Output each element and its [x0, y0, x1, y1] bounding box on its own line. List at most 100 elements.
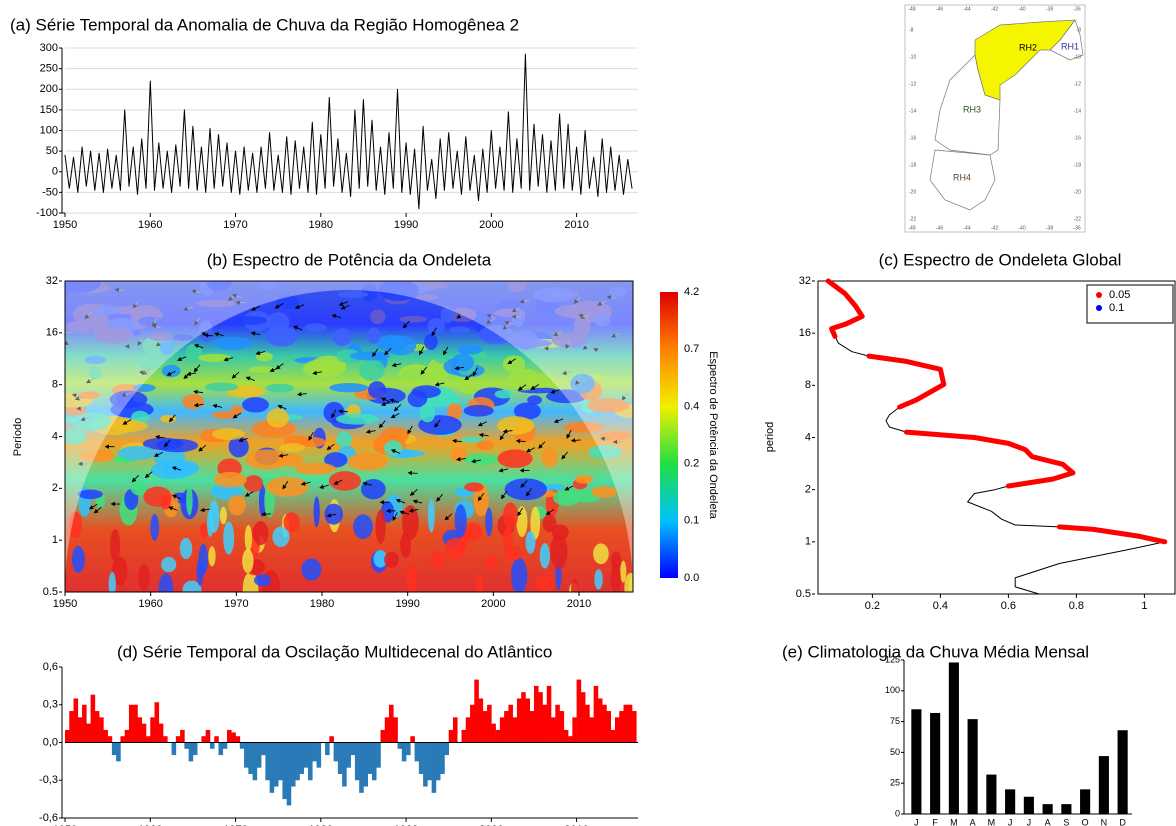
- heatmap-blob: [118, 445, 157, 460]
- phase-arrow: [168, 506, 178, 511]
- bar: [546, 685, 552, 743]
- bar: [606, 711, 612, 743]
- heatmap-blob: [71, 545, 85, 574]
- map-lat-label: -20: [909, 189, 916, 195]
- heatmap-blob: [211, 336, 253, 350]
- heatmap-blob: [434, 355, 448, 364]
- bar: [308, 742, 313, 781]
- bar: [209, 742, 215, 749]
- phase-arrow: [389, 398, 399, 403]
- phase-arrow: [84, 311, 93, 319]
- bar: [1023, 796, 1034, 814]
- bar: [133, 704, 138, 743]
- phase-arrow: [550, 389, 560, 394]
- heatmap-blob: [375, 509, 386, 545]
- heatmap-blob: [211, 411, 238, 419]
- heatmap-blob: [563, 421, 604, 433]
- x-tick-label: 1970: [223, 824, 247, 826]
- heatmap-blob: [478, 325, 515, 345]
- phase-arrow: [471, 458, 481, 464]
- phase-arrow: [155, 434, 165, 440]
- bar: [303, 742, 309, 768]
- phase-arrow: [593, 347, 603, 353]
- phase-arrow: [452, 438, 462, 444]
- heatmap-blob: [279, 443, 306, 453]
- heatmap-blob: [206, 510, 214, 537]
- x-tick-label: 0.6: [1001, 600, 1016, 612]
- heatmap-blob: [516, 506, 528, 538]
- phase-arrow: [186, 371, 197, 377]
- heatmap-blob: [427, 317, 445, 335]
- bar: [124, 729, 130, 743]
- heatmap-blob: [407, 390, 428, 408]
- legend-label: 0.05: [1109, 289, 1130, 301]
- heatmap-blob: [196, 299, 236, 307]
- x-tick-label: 2010: [564, 219, 588, 231]
- phase-arrow: [142, 368, 151, 375]
- bar: [342, 742, 347, 787]
- map-lat-label: -18: [909, 162, 916, 168]
- bar: [597, 698, 603, 743]
- heatmap-blob: [252, 521, 269, 546]
- heatmap-blob: [360, 478, 386, 500]
- phase-arrow: [331, 409, 337, 419]
- heatmap-blob: [429, 551, 445, 569]
- phase-arrow: [444, 513, 453, 521]
- y-tick-label: -0,6: [39, 812, 58, 824]
- x-tick-label: O: [1082, 817, 1089, 826]
- x-tick-label: M: [950, 817, 958, 826]
- y-tick-label: 200: [40, 83, 58, 95]
- phase-arrow: [132, 300, 140, 309]
- phase-arrow: [520, 480, 528, 488]
- heatmap-blob: [628, 572, 633, 592]
- heatmap-blob: [248, 366, 277, 374]
- bar: [627, 704, 633, 743]
- panel-title: (d) Série Temporal da Oscilação Multidec…: [117, 642, 552, 661]
- phase-arrow: [464, 374, 473, 381]
- heatmap-blob: [587, 398, 630, 413]
- bar: [329, 736, 334, 743]
- bar: [65, 729, 70, 743]
- bar: [231, 732, 236, 743]
- bar: [278, 742, 283, 781]
- heatmap-blob: [497, 449, 533, 468]
- heatmap-blob: [594, 569, 603, 590]
- colorbar-label: Espectro de Potência da Ondeleta: [707, 351, 719, 519]
- phase-arrow: [294, 304, 305, 309]
- colorbar-tick-label: 0.0: [684, 572, 699, 584]
- phase-arrow: [390, 412, 400, 419]
- x-tick-label: D: [1119, 817, 1126, 826]
- y-tick-label: 75: [890, 716, 900, 726]
- phase-arrow: [203, 333, 214, 338]
- heatmap-blob: [109, 390, 148, 409]
- bar: [487, 704, 492, 743]
- bar: [269, 742, 275, 793]
- heatmap-blob: [335, 413, 379, 425]
- panel-title: (b) Espectro de Potência da Ondeleta: [207, 250, 492, 269]
- phase-arrow: [223, 357, 234, 362]
- heatmap-blob: [594, 313, 611, 327]
- heatmap-blob: [446, 403, 463, 421]
- bar: [418, 742, 424, 774]
- heatmap-blob: [336, 349, 361, 364]
- phase-arrow: [191, 289, 202, 294]
- heatmap-blob: [336, 431, 352, 448]
- x-tick-label: 2010: [564, 824, 588, 826]
- heatmap-blob: [242, 571, 259, 592]
- x-tick-label: 0.2: [865, 600, 880, 612]
- heatmap-blob: [223, 521, 235, 555]
- bar: [397, 742, 403, 749]
- heatmap-blob: [182, 580, 202, 592]
- phase-arrow: [155, 339, 164, 347]
- heatmap-blob: [464, 482, 484, 492]
- heatmap-blob: [242, 549, 254, 574]
- y-tick-label: 16: [799, 327, 811, 339]
- heatmap-blob: [462, 453, 500, 466]
- heatmap-blob: [591, 486, 618, 498]
- heatmap-blob: [266, 312, 290, 333]
- bar: [525, 698, 531, 743]
- heatmap-blob: [65, 406, 87, 416]
- bar: [82, 704, 87, 743]
- y-tick-label: 2: [805, 484, 811, 496]
- phase-arrow: [530, 384, 540, 390]
